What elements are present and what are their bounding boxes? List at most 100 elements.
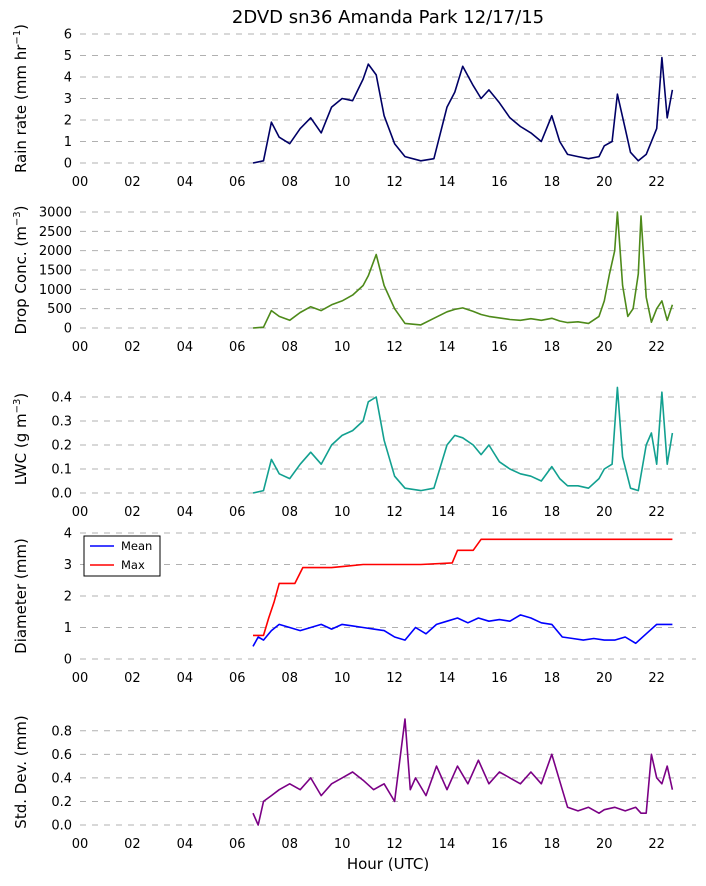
chart-title: 2DVD sn36 Amanda Park 12/17/15	[231, 7, 545, 28]
x-tick-label: 02	[124, 837, 141, 852]
x-tick-label: 08	[281, 671, 298, 686]
y-tick-label: 1	[64, 621, 72, 636]
x-tick-label: 22	[648, 505, 665, 520]
y-tick-label: 0	[64, 157, 72, 172]
y-tick-label: 0.4	[51, 391, 72, 406]
x-tick-label: 04	[177, 340, 194, 355]
x-tick-label: 12	[386, 837, 403, 852]
y-tick-label: 2500	[39, 225, 72, 240]
y-tick-label: 1000	[39, 283, 72, 298]
panel-5: 0.0 0.2 0.4 0.6 0.8 00 02 04 06 08 10 12 14 16 18 20 22 S…	[12, 715, 696, 852]
y-tick-label: 0	[64, 653, 72, 668]
x-tick-label: 22	[648, 175, 665, 190]
x-tick-label: 22	[648, 340, 665, 355]
x-tick-label: 18	[544, 175, 561, 190]
y-tick-label: 2	[64, 114, 72, 129]
x-tick-label: 06	[229, 175, 246, 190]
x-tick-label: 02	[124, 175, 141, 190]
x-tick-label: 14	[439, 505, 456, 520]
panel-3: 0.0 0.1 0.2 0.3 0.4 00 02 04 06 08 10 12 14 16 18 20 22 L…	[12, 386, 696, 520]
y-tick-label: 0.3	[51, 415, 72, 430]
x-tick-label: 18	[544, 340, 561, 355]
series-line-3	[252, 386, 674, 494]
y-tick-label: 3	[64, 558, 72, 573]
y-axis-label: Rain rate (mm hr−1)	[12, 24, 30, 173]
x-tick-label: 12	[386, 671, 403, 686]
x-tick-label: 22	[648, 671, 665, 686]
x-tick-label: 06	[229, 837, 246, 852]
legend: Mean Max	[83, 535, 161, 577]
y-tick-label: 0.6	[51, 748, 72, 763]
y-tick-label: 0.8	[51, 724, 72, 739]
legend-label: Max	[121, 558, 145, 572]
legend-box	[83, 535, 161, 577]
y-tick-label: 500	[47, 302, 72, 317]
x-tick-label: 18	[544, 505, 561, 520]
x-tick-label: 10	[334, 837, 351, 852]
x-tick-label: 04	[177, 837, 194, 852]
x-tick-label: 08	[281, 175, 298, 190]
x-tick-label: 20	[596, 340, 613, 355]
x-tick-label: 20	[596, 837, 613, 852]
y-tick-label: 4	[64, 527, 72, 542]
x-tick-label: 00	[72, 340, 89, 355]
x-tick-label: 10	[334, 671, 351, 686]
y-axis-label: Diameter (mm)	[12, 538, 30, 654]
x-tick-label: 00	[72, 175, 89, 190]
y-axis-label: Std. Dev. (mm)	[12, 715, 30, 828]
x-tick-label: 06	[229, 340, 246, 355]
y-tick-label: 4	[64, 71, 72, 86]
x-tick-label: 08	[281, 340, 298, 355]
y-tick-label: 2000	[39, 244, 72, 259]
panel-2: 0 500 1000 1500 2000 2500 3000 00 02 04 06 08 10 12 14…	[12, 206, 696, 355]
series-line-mean	[252, 614, 673, 647]
y-tick-label: 2	[64, 590, 72, 605]
y-tick-label: 6	[64, 28, 72, 43]
x-tick-label: 16	[491, 837, 508, 852]
x-tick-label: 00	[72, 671, 89, 686]
series-line-2	[252, 211, 674, 329]
y-tick-label: 0	[64, 322, 72, 337]
x-tick-label: 04	[177, 505, 194, 520]
x-tick-label: 02	[124, 671, 141, 686]
x-tick-label: 18	[544, 671, 561, 686]
x-tick-label: 02	[124, 505, 141, 520]
x-tick-label: 04	[177, 671, 194, 686]
x-tick-label: 10	[334, 505, 351, 520]
x-tick-label: 14	[439, 671, 456, 686]
y-tick-label: 3000	[39, 206, 72, 221]
x-tick-label: 16	[491, 505, 508, 520]
y-tick-label: 0.0	[51, 487, 72, 502]
y-tick-label: 1	[64, 135, 72, 150]
x-tick-label: 20	[596, 671, 613, 686]
x-tick-label: 18	[544, 837, 561, 852]
x-tick-label: 12	[386, 505, 403, 520]
x-tick-label: 14	[439, 837, 456, 852]
x-tick-label: 02	[124, 340, 141, 355]
x-tick-label: 14	[439, 340, 456, 355]
y-axis-label: Drop Conc. (m−3)	[12, 206, 30, 335]
x-tick-label: 12	[386, 340, 403, 355]
series-line-5	[252, 718, 674, 826]
x-tick-label: 00	[72, 837, 89, 852]
legend-label: Mean	[121, 539, 152, 553]
y-tick-label: 0.4	[51, 771, 72, 786]
x-tick-label: 20	[596, 175, 613, 190]
x-tick-label: 16	[491, 175, 508, 190]
x-tick-label: 10	[334, 175, 351, 190]
x-tick-label: 06	[229, 505, 246, 520]
x-tick-label: 08	[281, 837, 298, 852]
x-tick-label: 16	[491, 671, 508, 686]
y-axis-label: LWC (g m−3)	[12, 393, 30, 485]
x-tick-label: 00	[72, 505, 89, 520]
x-tick-label: 16	[491, 340, 508, 355]
series-line-1	[252, 56, 674, 164]
series-line-max	[253, 538, 673, 637]
x-tick-label: 10	[334, 340, 351, 355]
x-tick-label: 14	[439, 175, 456, 190]
x-tick-label: 22	[648, 837, 665, 852]
y-tick-label: 0.2	[51, 439, 72, 454]
